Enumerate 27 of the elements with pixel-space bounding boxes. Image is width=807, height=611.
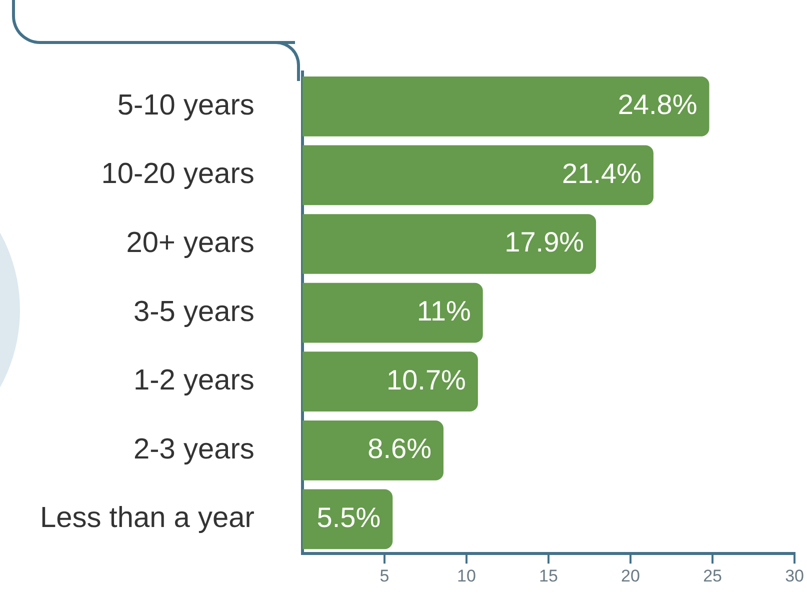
x-tick-label: 30 — [785, 566, 804, 586]
data-label: 10.7% — [386, 364, 466, 396]
y-tick-label: 5-10 years — [117, 89, 254, 122]
y-tick-label: 2-3 years — [134, 433, 254, 466]
data-label: 17.9% — [504, 226, 584, 258]
data-label: 21.4% — [562, 158, 642, 189]
x-tick-label: 20 — [621, 566, 640, 586]
data-label: 24.8% — [618, 89, 698, 120]
x-tick-label: 25 — [703, 566, 722, 586]
data-label: 5.5% — [316, 502, 381, 533]
y-tick-label: Less than a year — [40, 502, 255, 534]
y-tick-label: 1-2 years — [134, 364, 254, 397]
data-label: 8.6% — [368, 433, 432, 464]
bar — [302, 282, 483, 343]
bar — [302, 420, 444, 480]
data-label: 11% — [416, 296, 471, 327]
bar — [302, 352, 478, 412]
y-tick-label: 20+ years — [126, 227, 254, 259]
bar — [302, 489, 393, 550]
bar — [302, 214, 596, 274]
x-tick-label: 5 — [380, 566, 390, 586]
x-tick-label: 10 — [456, 566, 476, 586]
y-tick-label: 10-20 years — [101, 158, 254, 190]
y-tick-label: 3-5 years — [134, 296, 254, 328]
x-tick-label: 15 — [539, 566, 558, 586]
bar — [302, 76, 710, 136]
bar — [302, 145, 654, 206]
